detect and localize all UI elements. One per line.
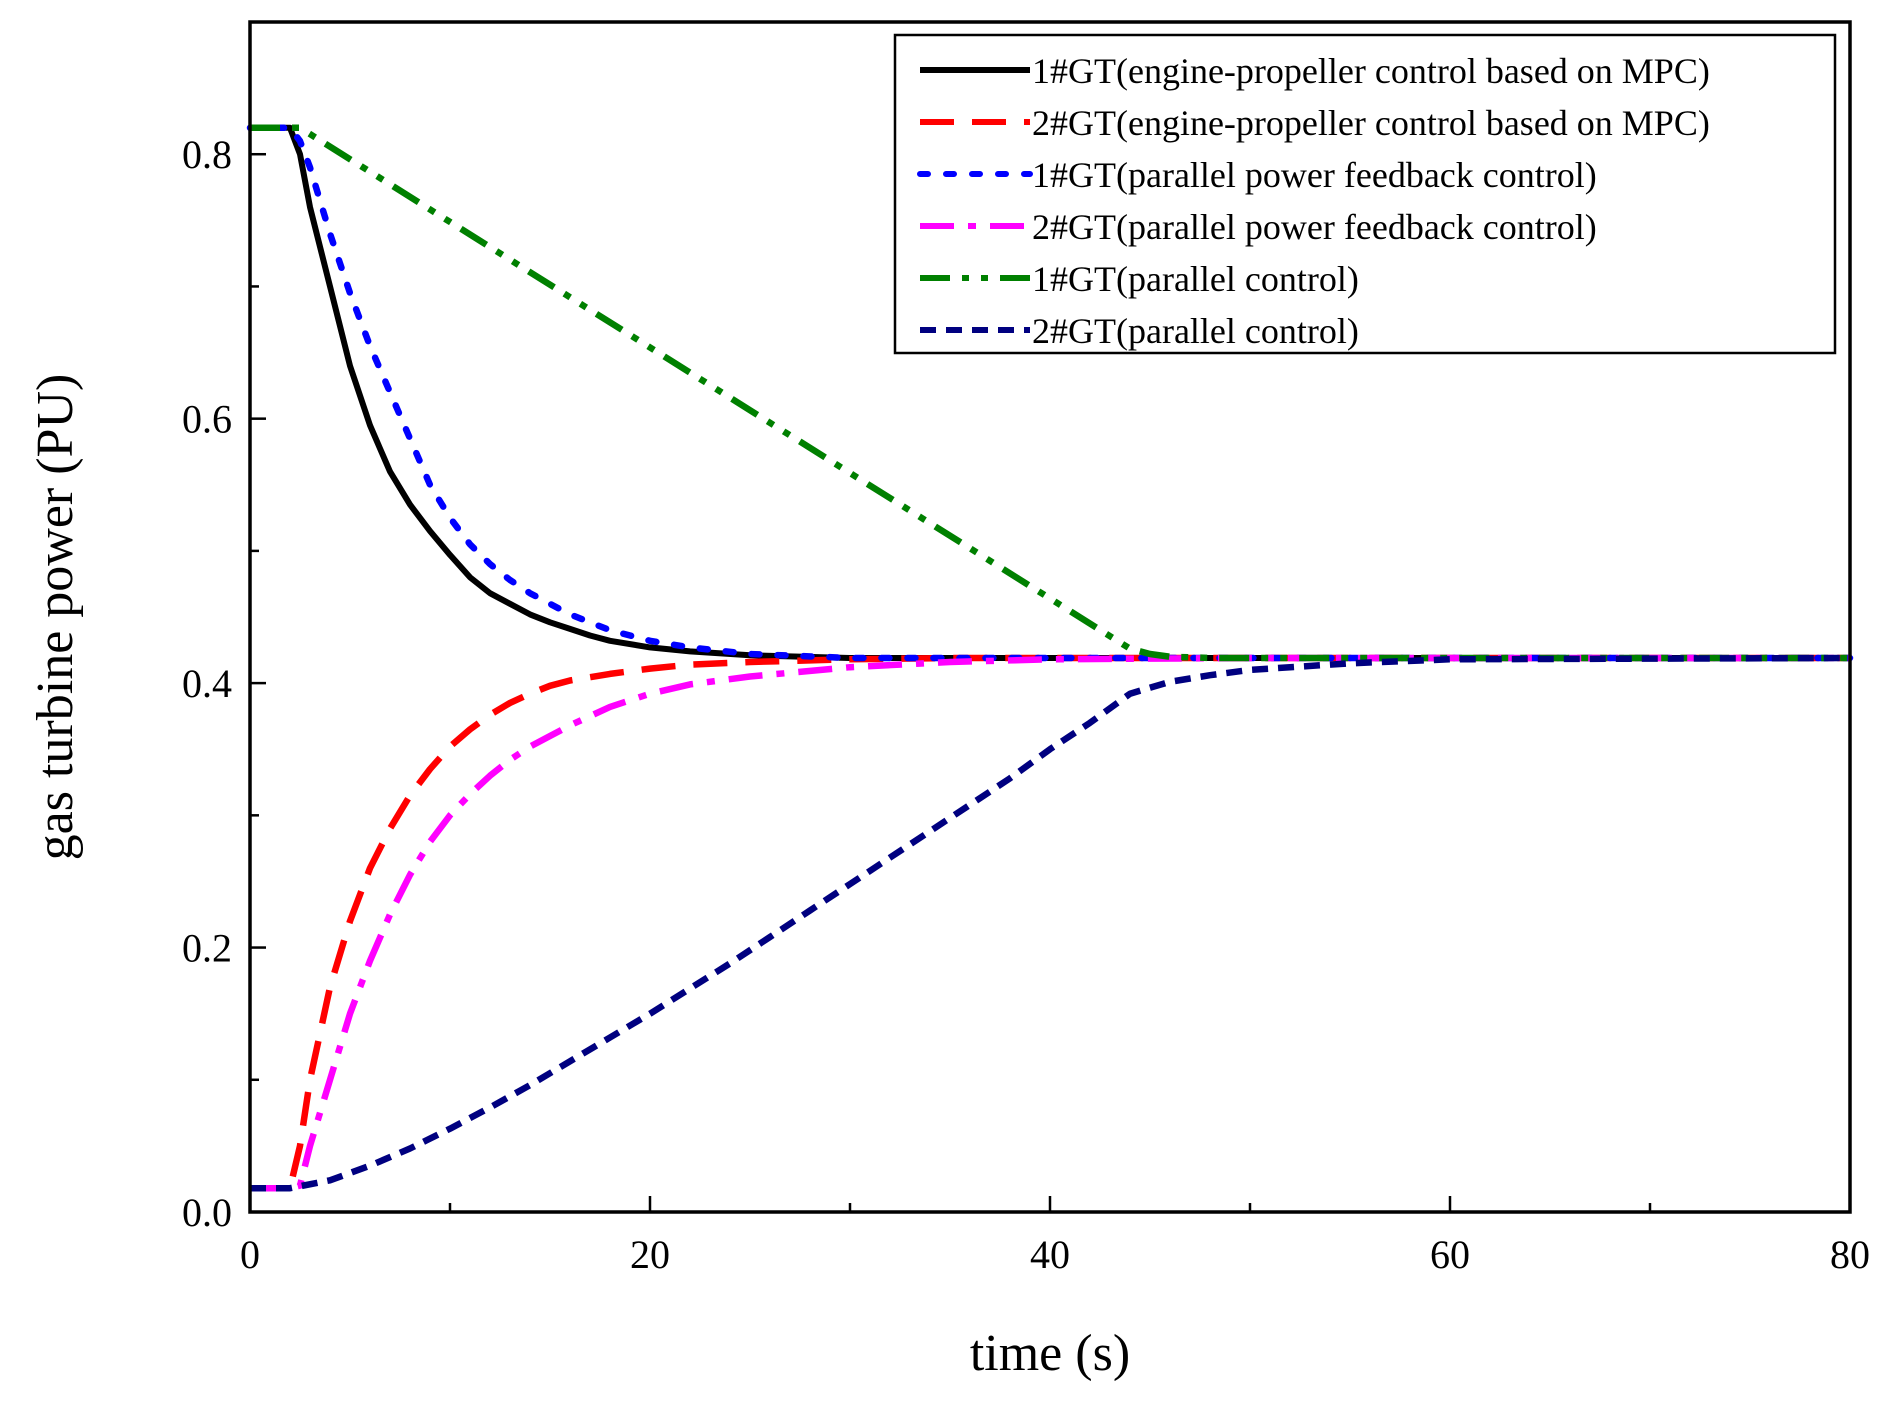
series-layer [246, 124, 1854, 1192]
y-tick-label: 0.0 [182, 1190, 232, 1235]
y-tick-label: 0.8 [182, 132, 232, 177]
y-tick-label: 0.4 [182, 661, 232, 706]
legend-label-6: 2#GT(parallel control) [1032, 311, 1359, 351]
legend-label-2: 2#GT(engine-propeller control based on M… [1032, 103, 1710, 143]
x-tick-label: 40 [1030, 1232, 1070, 1277]
legend: 1#GT(engine-propeller control based on M… [893, 33, 1837, 355]
series-line-4 [250, 654, 1850, 1192]
series-line-1 [250, 124, 1850, 661]
y-tick-label: 0.6 [182, 397, 232, 442]
x-tick-label: 20 [630, 1232, 670, 1277]
legend-label-3: 1#GT(parallel power feedback control) [1032, 155, 1597, 195]
y-axis-title: gas turbine power (PU) [27, 374, 84, 861]
legend-label-5: 1#GT(parallel control) [1032, 259, 1359, 299]
x-tick-label: 0 [240, 1232, 260, 1277]
tick-layer: 0 20 40 60 80 0.0 0.2 0.4 0.6 0.8 [182, 20, 1870, 1277]
y-tick-label: 0.2 [182, 926, 232, 971]
x-tick-label: 80 [1830, 1232, 1870, 1277]
series-line-5 [250, 124, 1850, 662]
legend-box [893, 33, 1837, 355]
legend-label-1: 1#GT(engine-propeller control based on M… [1032, 51, 1710, 91]
series-line-6 [250, 654, 1851, 1192]
x-axis-title: time (s) [970, 1325, 1130, 1382]
legend-label-4: 2#GT(parallel power feedback control) [1032, 207, 1597, 247]
series-line-3 [246, 124, 1854, 662]
x-tick-label: 60 [1430, 1232, 1470, 1277]
